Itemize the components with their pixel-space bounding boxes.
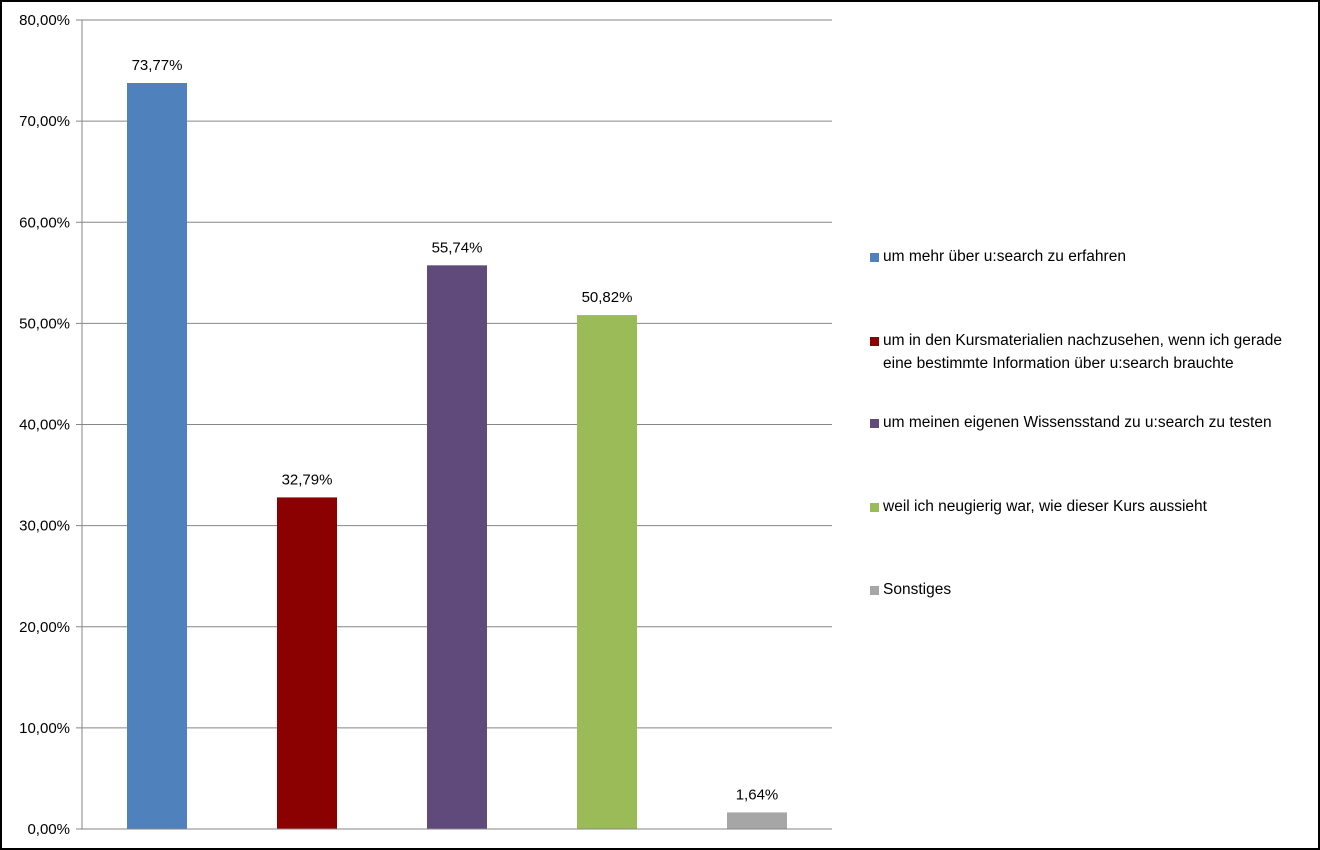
y-tick-label: 50,00% [19, 315, 70, 332]
y-tick-label: 40,00% [19, 417, 70, 434]
bar-value-label: 32,79% [282, 471, 333, 488]
bar [127, 83, 187, 830]
y-tick-label: 70,00% [19, 113, 70, 130]
y-tick-label: 30,00% [19, 518, 70, 535]
legend-swatch [870, 337, 879, 346]
legend-label: Sonstiges [883, 581, 952, 598]
bar-value-label: 73,77% [132, 57, 183, 74]
legend-swatch [870, 253, 879, 262]
y-tick-label: 80,00% [19, 12, 70, 29]
legend-swatch [870, 503, 879, 512]
legend-item: um meinen eigenen Wissensstand zu u:sear… [870, 414, 1290, 434]
bar [277, 497, 337, 829]
legend-label: um mehr über u:search zu erfahren [883, 248, 1126, 265]
chart-legend: um mehr über u:search zu erfahren um in … [870, 2, 1310, 848]
bar [727, 812, 787, 829]
legend-label: um meinen eigenen Wissensstand zu u:sear… [883, 414, 1272, 431]
y-tick-label: 0,00% [27, 821, 70, 838]
legend-swatch [870, 586, 879, 595]
legend-item: Sonstiges [870, 581, 1290, 601]
legend-item: um in den Kursmaterialien nachzusehen, w… [870, 332, 1290, 375]
bar-value-label: 1,64% [736, 786, 779, 803]
bar [427, 265, 487, 830]
legend-label: weil ich neugierig war, wie dieser Kurs … [883, 498, 1207, 515]
bar [577, 315, 637, 829]
y-tick-label: 20,00% [19, 619, 70, 636]
bar-value-label: 55,74% [432, 239, 483, 256]
y-tick-label: 60,00% [19, 214, 70, 231]
legend-swatch [870, 419, 879, 428]
y-tick-label: 10,00% [19, 720, 70, 737]
legend-item: um mehr über u:search zu erfahren [870, 248, 1290, 268]
legend-label: um in den Kursmaterialien nachzusehen, w… [883, 332, 1282, 372]
legend-item: weil ich neugierig war, wie dieser Kurs … [870, 498, 1290, 518]
bar-value-label: 50,82% [582, 289, 633, 306]
